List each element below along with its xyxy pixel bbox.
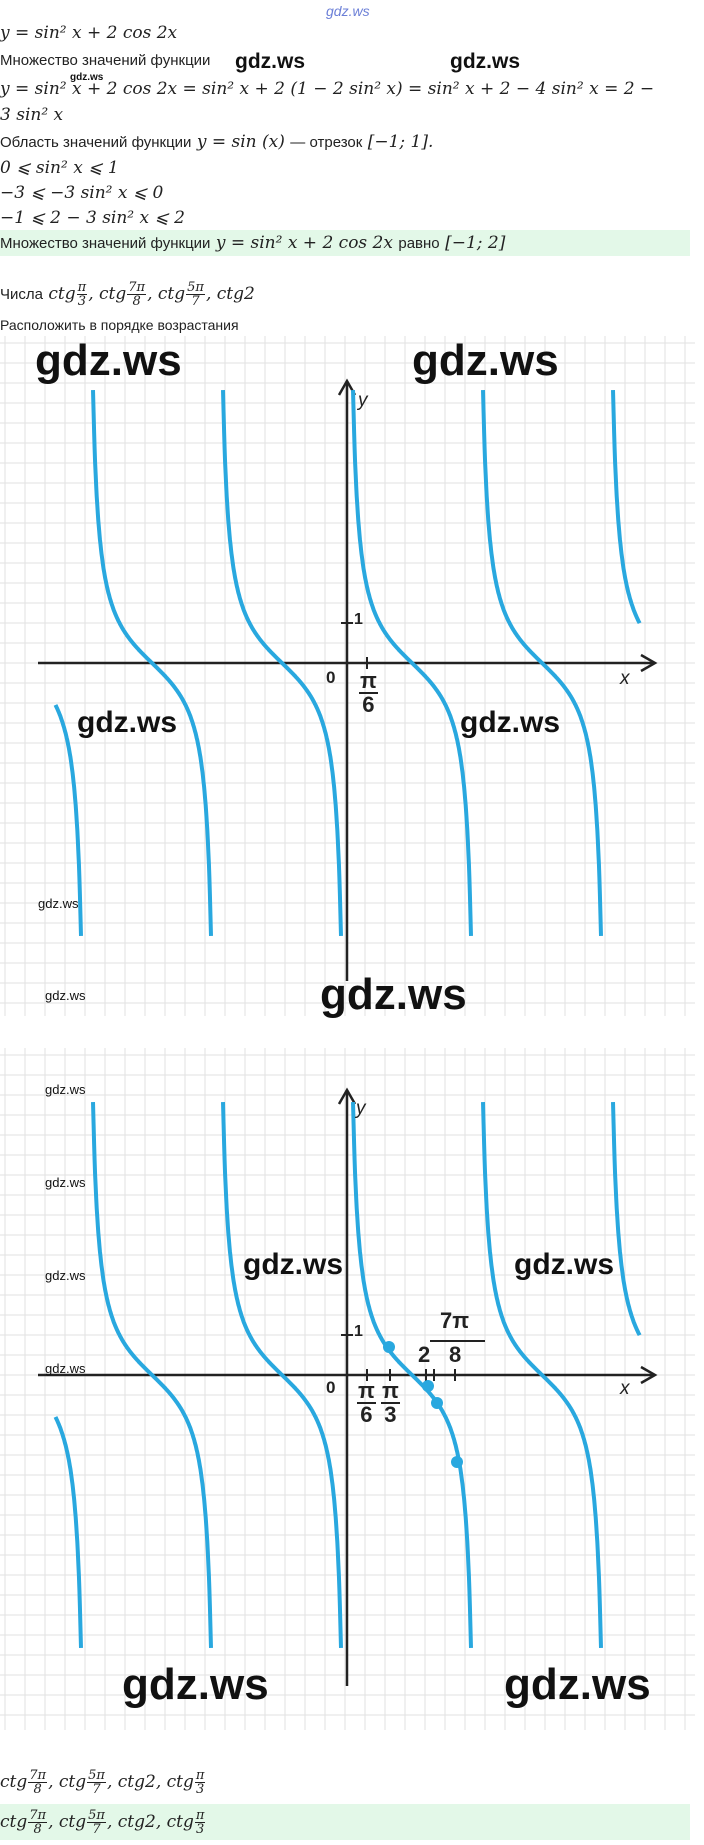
label-7pi-den: 8	[449, 1342, 462, 1367]
answer-math: y = sin² x + 2 cos 2x	[215, 233, 393, 253]
cot-curves-2	[53, 1102, 642, 1648]
point-ctg-7pi8	[451, 1456, 463, 1468]
watermark: gdz.ws	[460, 706, 561, 739]
answer-highlight	[0, 230, 690, 256]
x-label-2: x	[620, 1378, 630, 1399]
label-7pi-num: 7π	[440, 1308, 470, 1333]
watermark: gdz.ws	[45, 988, 86, 1003]
inequality-2: −3 ⩽ −3 sin² x ⩽ 0	[0, 183, 164, 203]
equation-1: y = sin² x + 2 cos 2x	[0, 23, 178, 43]
numbers-line: Числа ctg π 3, ctg 7π 8, ctg 5π 7, ctg2	[0, 280, 255, 309]
watermark: gdz.ws	[45, 1082, 86, 1097]
ctg-4: ctg2	[216, 284, 255, 304]
watermark: gdz.ws	[122, 1660, 269, 1709]
cot-branch	[351, 390, 473, 936]
task-text: Расположить в порядке возрастания	[0, 317, 239, 333]
watermark: gdz.ws	[45, 1361, 86, 1376]
inequality-1: 0 ⩽ sin² x ⩽ 1	[0, 158, 119, 178]
fraction-5pi-7: 5π 7	[186, 280, 205, 309]
x-axis-arrow-2	[640, 1365, 658, 1385]
ctg-2: ctg	[99, 284, 127, 304]
watermark: gdz.ws	[35, 336, 182, 385]
point-ctg-pi3	[383, 1341, 395, 1353]
x-axis-arrow-1	[640, 653, 658, 673]
watermark: gdz.ws	[45, 1175, 86, 1190]
watermark: gdz.ws	[45, 1268, 86, 1283]
watermark: gdz.ws	[320, 970, 467, 1019]
cot-branch	[481, 1102, 603, 1648]
y-label-2: y	[356, 1098, 366, 1119]
y-axis-arrow-2	[337, 1087, 357, 1105]
cot-branch	[481, 390, 603, 936]
origin-label-2: 0	[326, 1378, 336, 1397]
watermark: gdz.ws	[243, 1248, 344, 1281]
tick-1-label-1: 1	[354, 611, 363, 628]
cot-curves-1	[53, 390, 642, 936]
point-ctg2	[422, 1380, 434, 1392]
watermark: gdz.ws	[514, 1248, 615, 1281]
watermark: gdz.ws	[77, 706, 178, 739]
domain-text: Область значений функции	[0, 134, 192, 151]
x-label-1: x	[620, 668, 630, 689]
watermark: gdz.ws	[450, 50, 521, 73]
graph-1	[0, 336, 695, 1016]
ctg-1: ctg	[48, 284, 76, 304]
equation-transform: y = sin² x + 2 cos 2x = sin² x + 2 (1 − …	[0, 79, 655, 99]
watermark-top: gdz.ws	[326, 3, 370, 19]
numbers-label: Числа	[0, 286, 43, 303]
answer-text: Множество значений функции	[0, 235, 211, 252]
domain-math: y = sin (x)	[196, 132, 285, 152]
watermark: gdz.ws	[412, 336, 559, 385]
cot-branch	[221, 390, 343, 936]
answer-order-highlight	[0, 1804, 690, 1840]
answer-word: равно	[398, 235, 440, 252]
watermark: gdz.ws	[70, 72, 104, 83]
cot-branch	[611, 390, 642, 625]
cot-branch	[91, 390, 213, 936]
cot-branch	[611, 1102, 642, 1337]
cot-branch	[351, 1102, 473, 1648]
inequality-3: −1 ⩽ 2 − 3 sin² x ⩽ 2	[0, 208, 185, 228]
origin-label-1: 0	[326, 668, 336, 687]
cot-branch	[53, 704, 83, 936]
watermark: gdz.ws	[504, 1660, 651, 1709]
range-heading: Множество значений функции	[0, 52, 211, 69]
answer-order-2: ctg 7π 8, ctg 5π 7, ctg2, ctg π 3	[0, 1808, 206, 1837]
watermark: gdz.ws	[235, 50, 306, 73]
label-2: 2	[418, 1342, 431, 1367]
answer-interval: [−1; 2]	[445, 233, 506, 253]
answer-order-1: ctg 7π 8, ctg 5π 7, ctg2, ctg π 3	[0, 1768, 206, 1797]
ctg-3: ctg	[157, 284, 186, 304]
y-label-1: y	[358, 390, 368, 411]
watermark: gdz.ws	[38, 896, 79, 911]
cot-branch	[53, 1416, 83, 1648]
domain-rest: — отрезок	[290, 134, 363, 151]
cot-branch	[221, 1102, 343, 1648]
equation-transform-cont: 3 sin² x	[0, 105, 64, 125]
fraction-7pi-8: 7π 8	[127, 280, 147, 309]
point-ctg-5pi7	[431, 1397, 443, 1409]
cot-branch	[91, 1102, 213, 1648]
tick-1-label-2: 1	[354, 1323, 363, 1340]
domain-interval: [−1; 1].	[367, 132, 434, 152]
graph-2	[0, 1048, 695, 1730]
